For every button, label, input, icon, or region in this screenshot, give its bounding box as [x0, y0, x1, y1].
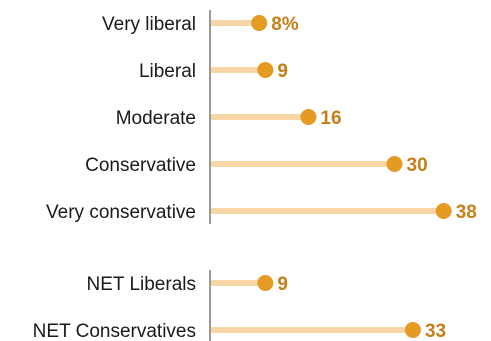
value-label: 9 — [277, 274, 288, 295]
value-label: 30 — [407, 155, 428, 176]
dot-g1-r2 — [257, 62, 274, 78]
category-label: Conservative — [85, 155, 196, 176]
dot-g2-r2 — [404, 322, 421, 338]
dot-g1-r3 — [300, 109, 317, 125]
dot-g1-r1 — [251, 15, 268, 31]
value-label: 33 — [425, 321, 446, 341]
stem-g1-r5 — [211, 208, 444, 214]
stem-g1-r4 — [211, 161, 395, 167]
dot-g2-r1 — [257, 275, 274, 291]
category-label: NET Liberals — [87, 274, 196, 295]
dots-layer — [251, 15, 452, 338]
category-label: NET Conservatives — [33, 321, 196, 341]
category-label: Very liberal — [102, 14, 196, 35]
stem-g2-r1 — [211, 280, 266, 286]
value-label: 16 — [320, 108, 341, 129]
category-label: Very conservative — [46, 202, 196, 223]
value-label: 9 — [277, 61, 288, 82]
stem-g1-r1 — [211, 20, 260, 26]
category-label: Liberal — [139, 61, 196, 82]
stem-g2-r2 — [211, 327, 413, 333]
stem-g1-r3 — [211, 114, 309, 120]
value-label: 38 — [456, 202, 477, 223]
stems-layer — [211, 20, 444, 333]
category-label: Moderate — [116, 108, 196, 129]
labels-layer: Very liberal 8% Liberal 9 Moderate 16 Conserva… — [33, 14, 477, 341]
dot-g1-r5 — [435, 203, 452, 219]
value-label: 8% — [271, 14, 299, 35]
stem-g1-r2 — [211, 67, 266, 73]
dot-g1-r4 — [386, 156, 403, 172]
